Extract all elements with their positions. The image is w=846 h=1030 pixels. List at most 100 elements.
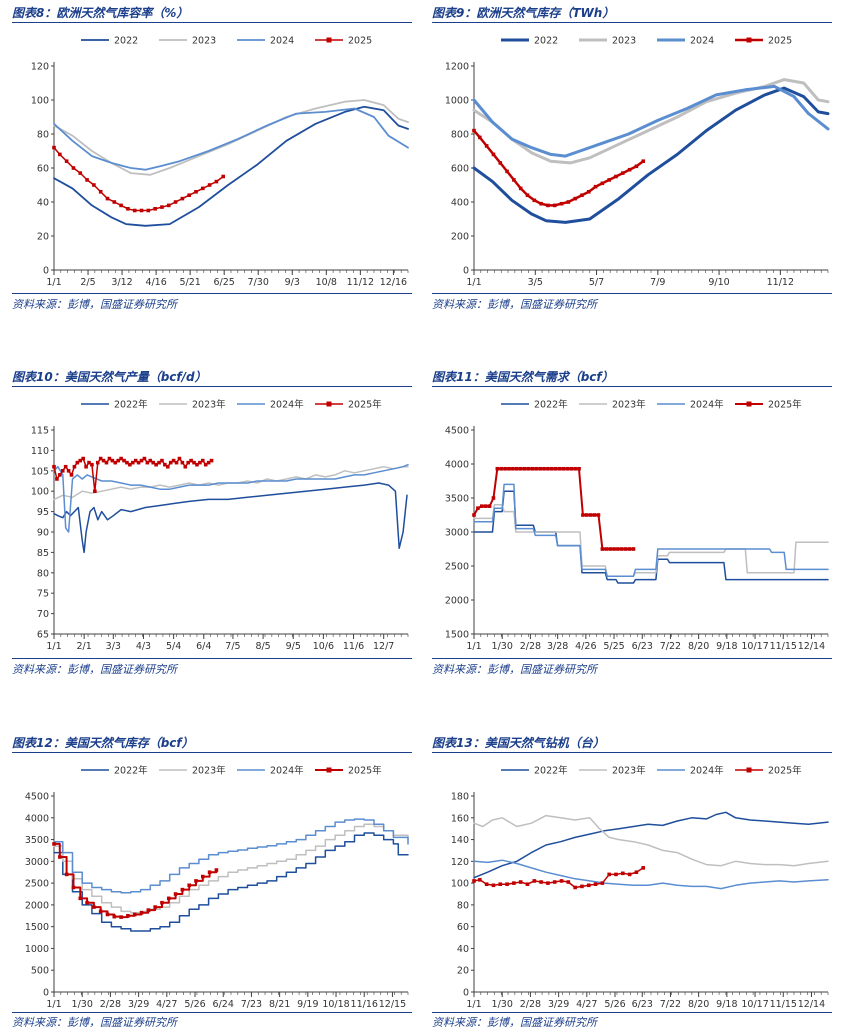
data-point — [166, 203, 171, 208]
y-tick-label: 80 — [37, 130, 49, 141]
data-point — [550, 466, 554, 471]
data-point — [634, 870, 639, 875]
legend-label: 2024年 — [270, 399, 304, 411]
x-tick-label: 9/18 — [716, 999, 737, 1010]
legend-label: 2022年 — [114, 399, 148, 411]
data-point — [139, 910, 144, 915]
data-point — [154, 462, 158, 467]
data-point — [93, 489, 97, 493]
source-rule — [432, 293, 832, 294]
data-point — [512, 178, 516, 182]
y-tick-label: 600 — [451, 164, 469, 175]
series-line-2024 — [472, 84, 830, 158]
series-line-2025 — [472, 129, 645, 207]
x-tick-label: 4/27 — [576, 999, 597, 1010]
legend-marker — [746, 401, 752, 407]
data-point — [160, 458, 164, 463]
data-point — [518, 186, 523, 191]
data-point — [491, 496, 496, 500]
legend-label: 2022年 — [534, 399, 568, 411]
data-point — [66, 469, 71, 473]
data-point — [104, 460, 109, 465]
x-tick-label: 12/7 — [373, 641, 394, 652]
data-point — [173, 200, 178, 204]
series-line-2023年 — [473, 814, 829, 867]
data-point — [209, 458, 214, 463]
data-point — [148, 458, 153, 463]
data-point — [194, 190, 198, 194]
data-point — [119, 915, 123, 919]
x-tick-label: 1/1 — [46, 999, 61, 1010]
series-line-2024年 — [473, 859, 829, 890]
data-point — [165, 464, 170, 469]
legend-label: 2024 — [270, 36, 294, 47]
series-line-2025年 — [53, 842, 218, 919]
data-point — [206, 460, 211, 465]
x-tick-label: 1/1 — [466, 641, 481, 652]
legend-marker — [746, 37, 752, 43]
series-line-2022 — [472, 86, 830, 224]
data-point — [52, 145, 56, 150]
data-point — [581, 513, 585, 517]
y-tick-label: 95 — [37, 507, 49, 518]
data-point — [607, 872, 611, 877]
y-tick-label: 40 — [37, 198, 49, 209]
x-tick-label: 11/15 — [770, 641, 797, 652]
x-tick-label: 10/17 — [741, 999, 768, 1010]
data-point — [553, 466, 558, 471]
legend-label: 2023年 — [612, 399, 646, 411]
data-point — [641, 866, 646, 870]
x-tick-label: 6/23 — [632, 641, 653, 652]
y-tick-label: 4500 — [25, 792, 49, 803]
y-tick-label: 75 — [37, 589, 49, 600]
y-tick-label: 60 — [37, 164, 49, 175]
y-tick-label: 3000 — [445, 528, 469, 539]
x-tick-label: 5/7 — [589, 277, 604, 288]
data-point — [573, 196, 577, 201]
data-point — [132, 208, 137, 213]
source-rule — [432, 1012, 832, 1013]
data-point — [174, 460, 179, 465]
y-tick-label: 80 — [37, 568, 49, 579]
data-point — [505, 169, 509, 174]
data-point — [592, 513, 597, 517]
data-point — [98, 909, 103, 914]
chart-title: 图表11：美国天然气需求（bcf） — [432, 370, 614, 384]
y-tick-label: 60 — [457, 922, 469, 933]
legend-label: 2024年 — [270, 765, 304, 777]
y-tick-label: 100 — [31, 487, 49, 498]
chart-us-demand: 1500 2000 2500 3000 3500 4000 4500 1/1 1/30 2/28 3… — [445, 399, 829, 652]
x-tick-label: 1/30 — [492, 999, 513, 1010]
y-tick-label: 70 — [37, 609, 49, 620]
series-line-2022年 — [473, 490, 829, 584]
data-point — [132, 912, 137, 917]
data-point — [559, 879, 564, 883]
y-tick-label: 80 — [457, 900, 469, 911]
x-tick-label: 4/3 — [136, 641, 151, 652]
data-point — [98, 456, 103, 461]
y-tick-label: 3500 — [445, 494, 469, 505]
data-point — [110, 458, 115, 463]
data-point — [52, 464, 56, 469]
data-point — [542, 466, 546, 471]
data-point — [52, 842, 56, 846]
data-point — [561, 466, 566, 471]
data-point — [600, 881, 605, 885]
series-line-2022年 — [53, 832, 409, 932]
data-point — [607, 178, 611, 182]
legend-label: 2024年 — [690, 399, 724, 411]
data-point — [641, 159, 646, 163]
y-tick-label: 3500 — [25, 835, 49, 846]
y-tick-label: 85 — [37, 548, 49, 559]
data-point — [522, 466, 527, 471]
data-point — [214, 868, 219, 872]
data-point — [623, 547, 628, 551]
chart-panel-us-demand: 图表11：美国天然气需求（bcf） 1500 2000 2500 3000 3500 40… — [432, 364, 842, 684]
data-point — [180, 887, 185, 892]
series-line-2024 — [53, 107, 409, 171]
chart-source: 资料来源：彭博，国盛证券研究所 — [432, 663, 597, 676]
data-point — [586, 883, 591, 888]
chart-us-storage: 0 500 1000 1500 2000 2500 3000 3500 4000 4500 1/1 1… — [25, 765, 409, 1010]
y-tick-label: 65 — [37, 630, 49, 641]
data-point — [620, 871, 625, 876]
